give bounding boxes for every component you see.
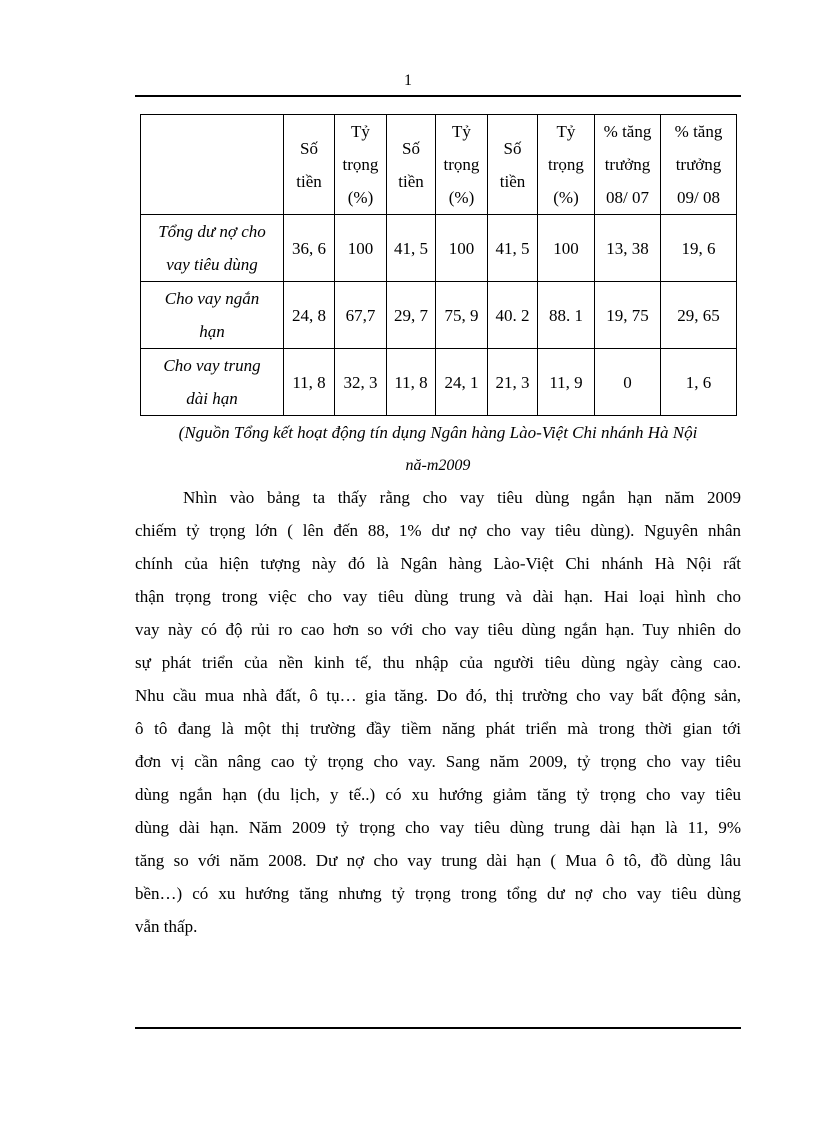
table-cell: 29, 7 <box>386 281 436 349</box>
table-cell: 29, 65 <box>660 281 737 349</box>
page-number: 1 <box>404 72 412 89</box>
paragraph-line: vẫn thấp. <box>135 917 198 936</box>
table-cell: 0 <box>594 348 661 416</box>
table-cell: 40. 2 <box>487 281 538 349</box>
paragraph-line: sự phát triển của nền kinh tế, thu nhập … <box>135 653 741 672</box>
table-source-caption-year: nă-m2009 <box>405 457 471 474</box>
column-header: Số tiền <box>487 114 538 215</box>
paragraph-line: chính của hiện tượng này đó là Ngân hàng… <box>135 554 741 573</box>
paragraph-line: thận trọng trong việc cho vay tiêu dùng … <box>135 587 741 606</box>
footer-rule <box>135 1027 741 1029</box>
table-cell: 11, 9 <box>537 348 595 416</box>
table-cell: 13, 38 <box>594 214 661 282</box>
paragraph-line: ô tô đang là một thị trường đầy tiềm năn… <box>135 719 741 738</box>
paragraph-line: Nhìn vào bảng ta thấy rằng cho vay tiêu … <box>183 488 741 507</box>
table-cell: 41, 5 <box>386 214 436 282</box>
paragraph-line: dùng dài hạn. Năm 2009 tỷ trọng cho vay … <box>135 818 741 837</box>
table-cell: 100 <box>537 214 595 282</box>
table-cell: 19, 75 <box>594 281 661 349</box>
paragraph-line: Nhu cầu mua nhà đất, ô tụ… gia tăng. Do … <box>135 686 741 705</box>
table-cell: 32, 3 <box>334 348 387 416</box>
column-header: Số tiền <box>386 114 436 215</box>
column-header <box>140 114 284 215</box>
column-header: Số tiền <box>283 114 335 215</box>
table-row: Cho vay trung dài hạn 11, 8 32, 3 11, 8 24, … <box>140 348 737 416</box>
table-cell: 88. 1 <box>537 281 595 349</box>
table-source-caption: (Nguồn Tổng kết hoạt động tín dụng Ngân … <box>178 423 698 442</box>
column-header: Tỷ trọng (%) <box>537 114 595 215</box>
table-cell: 24, 1 <box>435 348 488 416</box>
table-cell: 36, 6 <box>283 214 335 282</box>
table-cell: 100 <box>435 214 488 282</box>
paragraph-line: tăng so với năm 2008. Dư nợ cho vay trun… <box>135 851 741 870</box>
table-cell: 1, 6 <box>660 348 737 416</box>
table-cell: 19, 6 <box>660 214 737 282</box>
table-cell: 11, 8 <box>283 348 335 416</box>
column-header: % tăng trưởng 09/ 08 <box>660 114 737 215</box>
table-cell: 24, 8 <box>283 281 335 349</box>
table-cell: 100 <box>334 214 387 282</box>
table-cell: 21, 3 <box>487 348 538 416</box>
table-row: Tổng dư nợ cho vay tiêu dùng 36, 6 100 41, … <box>140 214 737 282</box>
paragraph-line: chiếm tỷ trọng lớn ( lên đến 88, 1% dư n… <box>135 521 741 540</box>
column-header: % tăng trưởng 08/ 07 <box>594 114 661 215</box>
paragraph-line: dùng ngắn hạn (du lịch, y tế..) có xu hư… <box>135 785 741 804</box>
row-label: Tổng dư nợ cho vay tiêu dùng <box>140 214 284 282</box>
header-rule <box>135 95 741 97</box>
loan-table: Số tiền Tỷ trọng (%) Số tiền Tỷ trọng (%) Số… <box>140 114 737 416</box>
table-cell: 41, 5 <box>487 214 538 282</box>
table-cell: 75, 9 <box>435 281 488 349</box>
row-label: Cho vay trung dài hạn <box>140 348 284 416</box>
table-cell: 67,7 <box>334 281 387 349</box>
column-header: Tỷ trọng (%) <box>334 114 387 215</box>
body-paragraph: Nhìn vào bảng ta thấy rằng cho vay tiêu … <box>135 481 741 943</box>
paragraph-line: đơn vị cần nâng cao tỷ trọng cho vay. Sa… <box>135 752 741 771</box>
table-cell: 11, 8 <box>386 348 436 416</box>
table-row: Cho vay ngắn hạn 24, 8 67,7 29, 7 75, 9 40. 2… <box>140 281 737 349</box>
row-label: Cho vay ngắn hạn <box>140 281 284 349</box>
column-header: Tỷ trọng (%) <box>435 114 488 215</box>
paragraph-line: bền…) có xu hướng tăng nhưng tỷ trọng tr… <box>135 884 741 903</box>
table-header-row: Số tiền Tỷ trọng (%) Số tiền Tỷ trọng (%) Số… <box>140 114 737 215</box>
paragraph-line: vay này có độ rủi ro cao hơn so với cho … <box>135 620 741 639</box>
